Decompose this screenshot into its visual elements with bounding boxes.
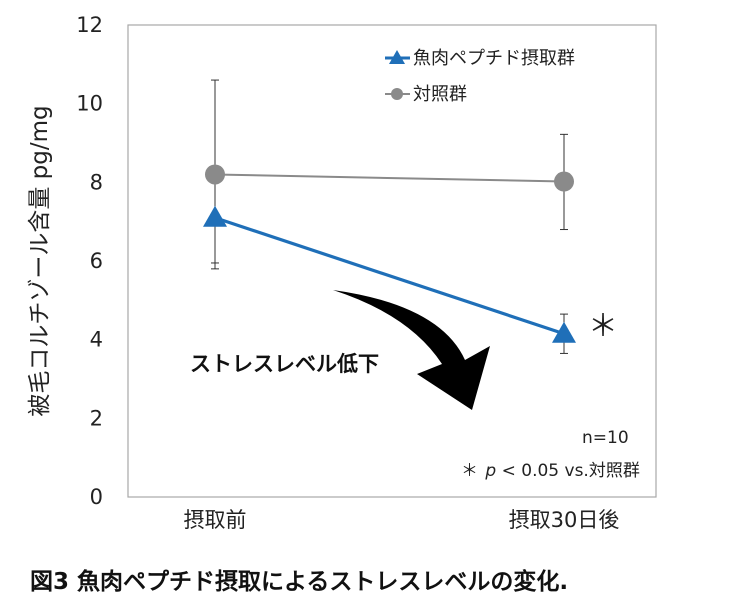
y-tick-label-1: 2: [90, 406, 103, 430]
y-tick-label-0: 0: [90, 485, 103, 509]
significance-note-p: p: [484, 461, 496, 481]
stress-decrease-arrow: [333, 290, 490, 410]
y-tick-label-4: 8: [90, 170, 103, 194]
y-tick-label-6: 12: [76, 13, 103, 37]
plot-area: [127, 24, 657, 498]
legend-triangle-icon: [389, 50, 405, 64]
legend-label-peptide: 魚肉ペプチド摂取群: [413, 48, 575, 69]
figure-caption: 図3 魚肉ペプチド摂取によるストレスレベルの変化.: [30, 568, 568, 595]
significance-note: ＊ p < 0.05 vs.対照群: [461, 461, 640, 481]
data-point-s1-p0: [205, 164, 225, 185]
data-point-s0-p0: [203, 205, 227, 227]
significance-mark: ＊: [588, 309, 618, 344]
series-line-0: [214, 216, 565, 336]
y-tick-label-3: 6: [90, 249, 103, 273]
y-tick-label-5: 10: [76, 92, 103, 116]
y-axis-label: 被毛コルチゾール含量 pg/mg: [27, 105, 53, 416]
legend-circle-icon: [391, 88, 403, 100]
n-label: n=10: [582, 428, 629, 448]
y-tick-label-2: 4: [90, 328, 103, 352]
legend-label-control: 対照群: [413, 84, 467, 105]
x-tick-labels: 摂取前 摂取30日後: [184, 508, 620, 532]
significance-note-text: < 0.05 vs.対照群: [502, 461, 640, 481]
data-point-s0-p1: [552, 321, 576, 343]
arrow-label: ストレスレベル低下: [190, 352, 379, 376]
data-point-s1-p1: [554, 171, 574, 192]
legend: 魚肉ペプチド摂取群 対照群: [385, 48, 575, 105]
series-line-1: [214, 173, 565, 183]
significance-note-star: ＊: [461, 461, 478, 481]
series-lines: [214, 173, 565, 336]
series-markers: [203, 164, 576, 343]
y-tick-labels: 0 2 4 6 8 10 12: [76, 13, 103, 509]
x-tick-label-1: 摂取30日後: [509, 508, 620, 532]
x-tick-label-0: 摂取前: [184, 508, 247, 532]
